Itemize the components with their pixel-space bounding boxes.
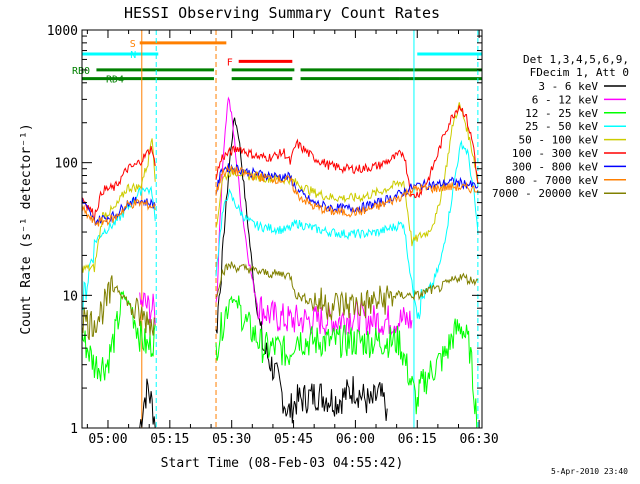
series-line-8 [81, 261, 479, 341]
legend-label-3: 25 - 50 keV [525, 120, 598, 133]
series-line-7 [81, 164, 479, 227]
y-tick-label-0: 1 [70, 422, 78, 437]
flag-n-label: N [130, 50, 136, 61]
series-line-0 [139, 117, 388, 429]
generated-timestamp: 5-Apr-2010 23:40 [551, 467, 628, 476]
y-tick-label-3: 1000 [47, 24, 78, 39]
legend-label-6: 300 - 800 keV [512, 160, 598, 173]
event-markers [141, 30, 479, 428]
flag-s-label: S [130, 39, 136, 50]
plot-frame [81, 29, 483, 429]
x-tick-label-4: 06:00 [336, 432, 375, 447]
legend-label-1: 6 - 12 keV [532, 93, 599, 106]
flag-bars: SN F RB0 RD4 [72, 39, 482, 86]
legend-label-8: 7000 - 20000 keV [492, 187, 598, 200]
series-line-2 [81, 290, 478, 429]
legend-label-7: 800 - 7000 keV [505, 174, 598, 187]
axis-ticks: 05:00 05:15 05:30 05:45 06:00 06:15 06:30 1 10 10… [47, 24, 499, 447]
y-axis-label: Count Rate (s⁻¹ detector⁻¹) [19, 123, 34, 334]
x-axis-label: Start Time (08-Feb-03 04:55:42) [161, 456, 404, 471]
x-tick-label-3: 05:45 [274, 432, 313, 447]
legend: Det 1,3,4,5,6,9, FDecim 1, Att 0 3 - 6 k… [492, 53, 629, 200]
legend-label-2: 12 - 25 keV [525, 107, 598, 120]
y-tick-label-1: 10 [62, 289, 78, 304]
legend-header-line-1: Det 1,3,4,5,6,9, [523, 53, 629, 66]
x-tick-label-5: 06:15 [398, 432, 437, 447]
series-lines [81, 96, 479, 429]
flag-rb0-label: RB0 [72, 66, 90, 77]
legend-header-line-2: FDecim 1, Att 0 [530, 66, 629, 79]
legend-label-0: 3 - 6 keV [538, 80, 598, 93]
y-tick-label-2: 100 [55, 157, 78, 172]
legend-label-4: 50 - 100 keV [519, 134, 599, 147]
flag-rd4-label: RD4 [106, 75, 124, 86]
flag-f-label: F [227, 57, 233, 68]
x-tick-label-6: 06:30 [460, 432, 499, 447]
chart-title: HESSI Observing Summary Count Rates [124, 4, 440, 22]
x-tick-label-0: 05:00 [88, 432, 127, 447]
x-tick-label-2: 05:30 [212, 432, 251, 447]
x-tick-label-1: 05:15 [150, 432, 189, 447]
legend-label-5: 100 - 300 keV [512, 147, 598, 160]
